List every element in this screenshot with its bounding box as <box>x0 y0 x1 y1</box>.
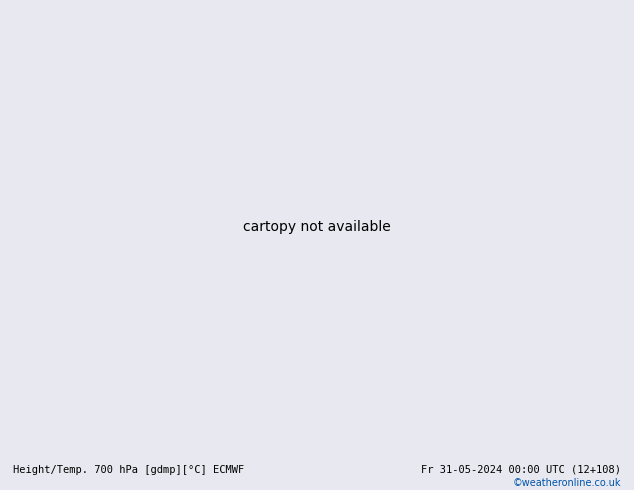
Text: Fr 31-05-2024 00:00 UTC (12+108): Fr 31-05-2024 00:00 UTC (12+108) <box>422 465 621 475</box>
Text: Height/Temp. 700 hPa [gdmp][°C] ECMWF: Height/Temp. 700 hPa [gdmp][°C] ECMWF <box>13 465 244 475</box>
Text: ©weatheronline.co.uk: ©weatheronline.co.uk <box>513 478 621 488</box>
Text: cartopy not available: cartopy not available <box>243 220 391 234</box>
